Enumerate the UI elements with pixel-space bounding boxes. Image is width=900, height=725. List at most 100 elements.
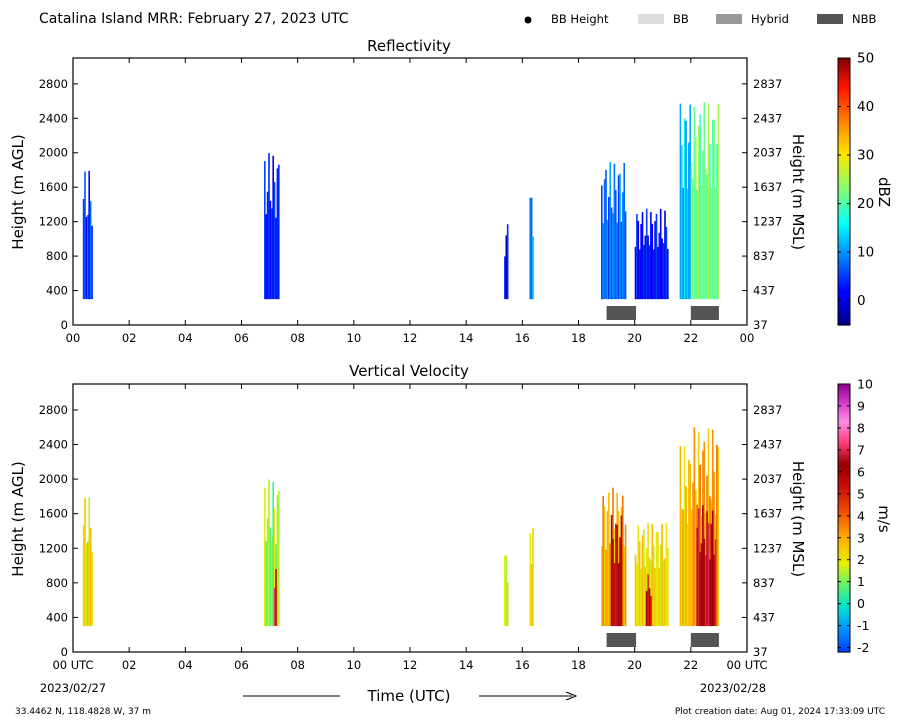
y2-tick-label: 437 xyxy=(753,610,775,624)
echo-column xyxy=(529,528,534,627)
colorbar-cell xyxy=(838,596,850,599)
echo-column xyxy=(264,479,280,627)
colorbar-cell xyxy=(838,424,850,428)
y-tick-label: 1600 xyxy=(39,180,68,194)
echo-strip xyxy=(613,163,616,300)
colorbar-cell xyxy=(838,535,850,539)
echo-strip xyxy=(605,549,607,627)
echo-strip xyxy=(619,537,621,627)
echo-strip xyxy=(615,190,617,300)
y-tick-label: 2000 xyxy=(39,472,68,486)
y-tick-label: 800 xyxy=(46,576,68,590)
y-tick-label: 400 xyxy=(46,284,68,298)
colorbar-cell xyxy=(838,264,850,268)
echo-strip xyxy=(693,107,696,300)
echo-strip xyxy=(655,213,658,300)
y2-tick-label: 1637 xyxy=(753,180,782,194)
y-tick-label: 1200 xyxy=(39,541,68,555)
precip-type-bar xyxy=(690,633,719,647)
echo-strip xyxy=(710,188,713,300)
echo-strip xyxy=(650,595,652,627)
y2-tick-label: 2837 xyxy=(753,77,782,91)
y-tick-label: 0 xyxy=(61,645,68,659)
echo-strip xyxy=(638,541,641,626)
colorbar-cell xyxy=(838,473,850,477)
echo-column xyxy=(645,574,652,627)
colorbar-cell xyxy=(838,153,850,157)
y-tick-label: 1600 xyxy=(39,507,68,521)
precip-type-bar xyxy=(606,306,637,320)
colorbar-cell xyxy=(838,471,850,474)
y2-tick-label: 2437 xyxy=(753,111,782,125)
echo-strip xyxy=(711,510,714,626)
colorbar-cell xyxy=(838,84,850,88)
colorbar-cell xyxy=(838,304,850,308)
y2-tick-label: 1237 xyxy=(753,215,782,229)
colorbar-cell xyxy=(838,251,850,255)
echo-strip xyxy=(667,248,669,300)
echo-strip xyxy=(709,559,711,627)
colorbar-cell xyxy=(838,135,850,139)
colorbar-cell xyxy=(838,540,850,544)
echo-strip xyxy=(617,563,620,627)
colorbar-cell xyxy=(838,636,850,640)
y-tick-label: 2800 xyxy=(39,403,68,417)
colorbar-cell xyxy=(838,444,850,448)
colorbar-cell xyxy=(838,511,850,515)
colorbar-tick-label: 0 xyxy=(857,596,865,611)
plot-creation-date: Plot creation date: Aug 01, 2024 17:33:0… xyxy=(675,707,885,717)
colorbar-cell xyxy=(838,585,850,588)
colorbar-cell xyxy=(838,169,850,173)
echo-strip xyxy=(602,223,604,300)
echo-strip xyxy=(679,103,682,300)
echo-column xyxy=(273,569,277,626)
legend-nbb: NBB xyxy=(852,12,876,26)
colorbar-cell xyxy=(838,155,850,159)
station-coords: 33.4462 N, 118.4828 W, 37 m xyxy=(15,707,151,717)
colorbar-cell xyxy=(838,293,850,297)
x-tick-label: 00 xyxy=(740,331,755,345)
colorbar-tick-label: -1 xyxy=(857,618,869,633)
colorbar-cell xyxy=(838,284,850,288)
echo-strip xyxy=(623,546,625,627)
colorbar-cell xyxy=(838,307,850,311)
colorbar-cell xyxy=(838,629,850,633)
echo-strip xyxy=(647,235,649,300)
echo-strip xyxy=(275,217,277,300)
echo-strip xyxy=(273,587,276,626)
colorbar-tick-label: 6 xyxy=(857,464,865,479)
colorbar-cell xyxy=(838,497,850,501)
colorbar-cell xyxy=(838,171,850,175)
echo-strip xyxy=(648,588,651,627)
colorbar-tick-label: 8 xyxy=(857,420,865,435)
echo-strip xyxy=(714,188,717,300)
echo-strip xyxy=(87,215,89,300)
colorbar-cell xyxy=(838,58,850,61)
echo-strip xyxy=(616,524,618,627)
colorbar-cell xyxy=(838,282,850,286)
colorbar-cell xyxy=(838,220,850,224)
colorbar-cell xyxy=(838,211,850,215)
x-tick-label: 12 xyxy=(403,658,418,672)
colorbar-cell xyxy=(838,544,850,548)
echo-strip xyxy=(273,182,276,300)
echo-strip xyxy=(689,463,691,627)
colorbar-cell xyxy=(838,649,850,653)
echo-strip xyxy=(650,212,652,300)
echo-strip xyxy=(665,522,668,627)
colorbar-cell xyxy=(838,609,850,613)
colorbar-cell xyxy=(838,477,850,481)
colorbar-tick-label: 7 xyxy=(857,442,865,457)
colorbar-frame xyxy=(837,57,851,326)
echo-strip xyxy=(609,161,611,300)
colorbar-cell xyxy=(838,316,850,319)
echo-strip xyxy=(610,515,613,627)
colorbar-cell xyxy=(838,395,850,398)
colorbar-cell xyxy=(838,198,850,202)
colorbar-cell xyxy=(838,158,850,161)
echo-strip xyxy=(702,150,704,300)
colorbar-cell xyxy=(838,502,850,506)
echo-strip xyxy=(640,568,642,627)
reflectivity-y-label: Height (m AGL) xyxy=(9,134,27,249)
colorbar-cell xyxy=(838,260,850,264)
